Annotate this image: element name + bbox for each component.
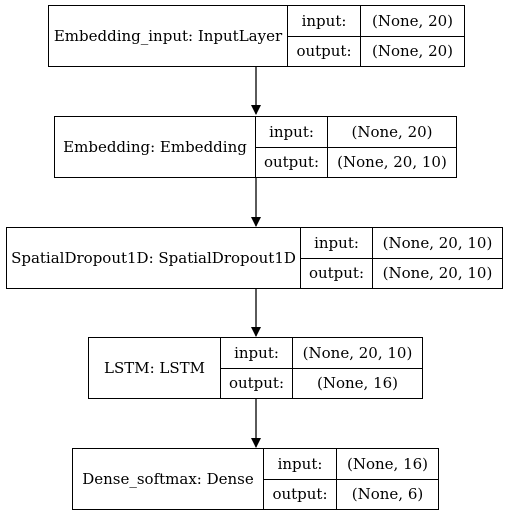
layer-ports: input: (None, 20) output: (None, 20, 10) xyxy=(256,117,456,177)
output-label: output: xyxy=(264,479,337,509)
input-shape: (None, 20, 10) xyxy=(302,343,413,362)
output-shape: (None, 20, 10) xyxy=(337,153,447,172)
port-row-output: output: (None, 20, 10) xyxy=(256,146,456,177)
port-row-output: output: (None, 16) xyxy=(221,367,422,398)
port-row-output: output: (None, 6) xyxy=(264,478,438,509)
layer-name: SpatialDropout1D: SpatialDropout1D xyxy=(7,228,301,288)
output-label: output: xyxy=(301,258,373,288)
port-row-output: output: (None, 20, 10) xyxy=(301,257,502,288)
output-shape: (None, 16) xyxy=(316,374,399,393)
layer-ports: input: (None, 20, 10) output: (None, 16) xyxy=(221,338,422,398)
input-label: input: xyxy=(264,449,337,479)
input-shape: (None, 20) xyxy=(371,11,454,30)
port-row-input: input: (None, 20) xyxy=(288,6,464,36)
output-shape: (None, 6) xyxy=(351,485,424,504)
layer-node-spatialdropout1d[interactable]: SpatialDropout1D: SpatialDropout1D input… xyxy=(6,227,503,289)
input-shape: (None, 20, 10) xyxy=(382,233,493,252)
layer-ports: input: (None, 20) output: (None, 20) xyxy=(288,6,464,66)
port-row-input: input: (None, 16) xyxy=(264,449,438,479)
layer-node-embedding-input[interactable]: Embedding_input: InputLayer input: (None… xyxy=(48,5,465,67)
layer-name: Dense_softmax: Dense xyxy=(73,449,264,509)
layer-node-dense-softmax[interactable]: Dense_softmax: Dense input: (None, 16) o… xyxy=(72,448,439,510)
port-row-input: input: (None, 20) xyxy=(256,117,456,147)
output-label: output: xyxy=(256,147,328,177)
layer-ports: input: (None, 16) output: (None, 6) xyxy=(264,449,438,509)
port-row-input: input: (None, 20, 10) xyxy=(301,228,502,258)
input-shape: (None, 20) xyxy=(351,122,433,141)
layer-name: Embedding_input: InputLayer xyxy=(49,6,288,66)
input-label: input: xyxy=(301,228,373,258)
output-label: output: xyxy=(288,36,361,66)
layer-name: Embedding: Embedding xyxy=(55,117,256,177)
output-shape: (None, 20, 10) xyxy=(382,264,493,283)
layer-node-lstm[interactable]: LSTM: LSTM input: (None, 20, 10) output:… xyxy=(88,337,423,399)
port-row-output: output: (None, 20) xyxy=(288,35,464,66)
input-label: input: xyxy=(256,117,328,147)
layer-node-embedding[interactable]: Embedding: Embedding input: (None, 20) o… xyxy=(54,116,457,178)
layer-ports: input: (None, 20, 10) output: (None, 20,… xyxy=(301,228,502,288)
output-shape: (None, 20) xyxy=(371,42,454,61)
input-label: input: xyxy=(221,338,293,368)
input-label: input: xyxy=(288,6,361,36)
layer-name: LSTM: LSTM xyxy=(89,338,221,398)
input-shape: (None, 16) xyxy=(346,454,429,473)
port-row-input: input: (None, 20, 10) xyxy=(221,338,422,368)
output-label: output: xyxy=(221,368,293,398)
